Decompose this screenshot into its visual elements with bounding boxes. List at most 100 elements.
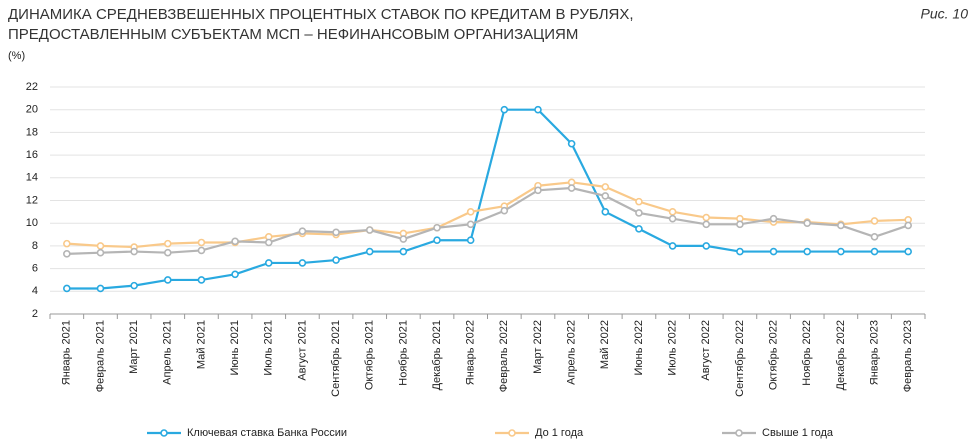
x-tick-label: Ноябрь 2021 [397, 320, 409, 386]
data-point [769, 214, 778, 223]
data-point [635, 197, 643, 206]
y-tick-label: 4 [32, 285, 38, 297]
data-point [96, 242, 105, 250]
x-tick-label: Июль 2022 [667, 320, 679, 376]
x-tick-label: Февраль 2021 [94, 320, 106, 392]
data-point [601, 208, 610, 216]
data-point [534, 105, 542, 114]
y-tick-label: 22 [26, 81, 38, 93]
x-tick-label: Октябрь 2022 [767, 320, 779, 390]
data-point [668, 208, 677, 216]
x-tick-label: Июнь 2021 [229, 320, 241, 376]
data-point [904, 221, 912, 230]
data-point [96, 248, 105, 257]
x-tick-label: Февраль 2023 [902, 320, 914, 392]
y-tick-label: 12 [26, 194, 38, 206]
data-point [601, 192, 610, 200]
x-tick-label: Октябрь 2021 [364, 320, 376, 390]
x-tick-label: Май 2021 [195, 320, 207, 369]
data-point [63, 250, 71, 258]
data-point [63, 284, 71, 293]
data-point [466, 236, 475, 245]
data-point [163, 239, 172, 248]
data-point [96, 284, 105, 293]
legend-label: Ключевая ставка Банка России [187, 427, 347, 439]
data-point [668, 242, 677, 250]
y-tick-label: 16 [26, 149, 38, 161]
x-tick-label: Март 2022 [532, 320, 544, 374]
data-point [870, 233, 879, 241]
x-tick-label: Апрель 2021 [162, 320, 174, 385]
data-point [365, 226, 374, 234]
x-tick-label: Январь 2022 [465, 320, 477, 385]
data-point [332, 256, 340, 264]
data-point [601, 183, 610, 191]
data-point [399, 247, 408, 256]
legend-label: Свыше 1 года [762, 427, 834, 439]
data-point [702, 220, 711, 229]
data-point [163, 248, 172, 257]
data-point [163, 276, 172, 284]
data-point [635, 225, 643, 233]
y-tick-label: 14 [26, 172, 38, 184]
data-point [365, 247, 374, 256]
x-tick-label: Август 2022 [700, 320, 712, 381]
data-point [264, 238, 273, 247]
data-point [702, 242, 711, 250]
data-point [197, 246, 206, 255]
legend-label: До 1 года [535, 427, 584, 439]
series-line [66, 108, 909, 290]
data-point [433, 236, 441, 245]
chart-title: ДИНАМИКА СРЕДНЕВЗВЕШЕННЫХ ПРОЦЕНТНЫХ СТА… [8, 6, 634, 23]
data-point [500, 206, 509, 215]
data-point [130, 247, 138, 256]
chart-title: ПРЕДОСТАВЛЕННЫМ СУБЪЕКТАМ МСП – НЕФИНАНС… [8, 26, 578, 43]
x-tick-label: Апрель 2022 [566, 320, 578, 385]
series-line [66, 181, 909, 249]
data-point [803, 247, 812, 256]
data-point [668, 214, 677, 223]
data-point [837, 221, 845, 230]
data-point [803, 219, 812, 227]
data-point [736, 220, 744, 229]
data-point [298, 259, 307, 267]
data-point [332, 228, 340, 237]
x-tick-label: Июль 2021 [263, 320, 275, 376]
data-point [635, 209, 643, 217]
legend-marker [160, 429, 168, 437]
data-point [231, 237, 239, 246]
x-tick-label: Июнь 2022 [633, 320, 645, 376]
legend-marker [508, 429, 516, 437]
y-tick-label: 18 [26, 126, 38, 138]
data-point [870, 247, 879, 256]
y-tick-label: 10 [26, 217, 38, 229]
data-point [567, 139, 576, 148]
data-point [870, 217, 879, 225]
y-tick-label: 8 [32, 240, 38, 252]
data-point [702, 213, 711, 222]
data-point [264, 259, 273, 267]
y-tick-label: 6 [32, 263, 38, 275]
data-point [231, 270, 239, 279]
x-tick-label: Сентябрь 2022 [734, 320, 746, 397]
legend-marker [735, 429, 743, 437]
x-tick-label: Март 2021 [128, 320, 140, 374]
data-point [466, 208, 475, 216]
data-point [904, 247, 912, 256]
data-point [534, 186, 542, 195]
figure-label: Рис. 10 [921, 6, 969, 22]
x-tick-label: Декабрь 2021 [431, 320, 443, 390]
y-axis-label: (%) [8, 50, 25, 62]
data-point [399, 235, 408, 243]
x-tick-label: Январь 2021 [61, 320, 73, 385]
data-point [197, 238, 206, 247]
data-point [769, 247, 778, 256]
x-tick-label: Август 2021 [296, 320, 308, 381]
y-tick-label: 2 [32, 308, 38, 320]
data-point [130, 281, 138, 290]
data-point [736, 247, 744, 256]
x-tick-label: Сентябрь 2021 [330, 320, 342, 397]
x-tick-label: Декабрь 2022 [835, 320, 847, 390]
data-point [197, 276, 206, 284]
